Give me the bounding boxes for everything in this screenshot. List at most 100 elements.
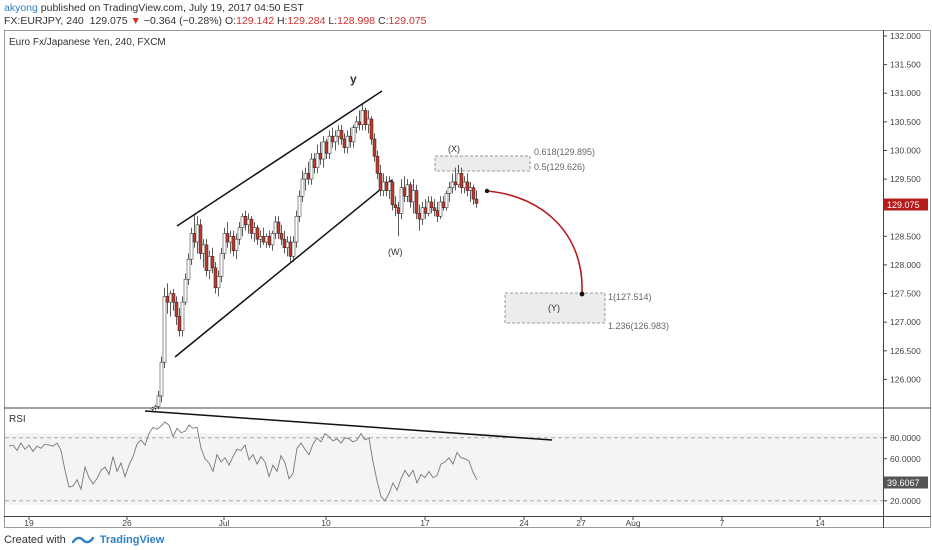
candle — [444, 190, 449, 211]
price-tick-label: 130.500 — [890, 117, 921, 127]
candle-body — [363, 110, 368, 125]
candle — [183, 273, 188, 305]
chart-title: Euro Fx/Japanese Yen, 240, FXCM — [9, 37, 166, 48]
candle — [234, 233, 239, 260]
time-tick-label: 10 — [321, 518, 331, 528]
candle-body — [402, 187, 407, 197]
candle-body — [165, 296, 170, 303]
price-tick-label: 129.500 — [890, 174, 921, 184]
candle-body — [468, 187, 473, 191]
candle-body — [168, 293, 173, 303]
fib-label-1236: 1.236(126.983) — [608, 321, 669, 331]
channel-lower-line[interactable] — [174, 179, 393, 358]
candle — [339, 124, 344, 145]
candle-body — [267, 236, 272, 246]
candle — [171, 288, 176, 311]
open-label: O: — [224, 15, 237, 27]
candle-body — [249, 218, 254, 234]
price-tick-label: 126.500 — [890, 346, 921, 356]
rsi-chart[interactable] — [8, 421, 478, 502]
candle-body — [420, 207, 425, 220]
close-value: 129.075 — [388, 15, 427, 27]
tradingview-brand[interactable]: TradingView — [99, 534, 165, 546]
channel-upper-line[interactable] — [176, 90, 383, 227]
tradingview-logo-icon[interactable] — [71, 534, 94, 546]
candle-body — [324, 141, 329, 154]
candle-body — [387, 181, 392, 191]
candle-body — [372, 138, 377, 157]
candle-body — [279, 233, 284, 240]
candle-body — [399, 187, 404, 214]
candle-body — [174, 301, 179, 317]
candle-body — [258, 236, 263, 240]
candle — [465, 173, 470, 197]
candle-body — [246, 218, 251, 226]
fib-extension-zone[interactable] — [504, 292, 606, 324]
candle-body — [396, 207, 401, 214]
candle-body — [264, 236, 269, 243]
candle — [372, 133, 377, 162]
rsi-tick-label: 20.0000 — [890, 496, 921, 506]
candle-body — [447, 187, 452, 194]
candle — [270, 230, 275, 251]
change-value: −0.364 (−0.28%) — [143, 15, 223, 27]
candle-body — [225, 233, 230, 243]
candle-body — [381, 181, 386, 191]
fib-label-1: 1(127.514) — [608, 292, 652, 302]
candle — [198, 219, 203, 260]
candle — [210, 247, 215, 274]
candle-body — [282, 238, 287, 249]
candle — [369, 116, 374, 145]
price-tick-label: 131.000 — [890, 88, 921, 98]
candle-body — [162, 296, 167, 363]
candle-body — [348, 135, 353, 143]
candle — [363, 107, 368, 131]
candle-body — [393, 204, 398, 208]
price-axis[interactable]: 126.000 126.500 127.000 127.500 128.000 128.5… — [883, 31, 921, 384]
candle-body — [303, 173, 308, 180]
candle-body — [300, 178, 305, 197]
rsi-value-tag-text: 39.6067 — [887, 478, 920, 488]
rsi-value-tag: 39.6067 — [884, 476, 928, 489]
candle-body — [339, 130, 344, 140]
candle-body — [432, 207, 437, 211]
projection-arrow[interactable] — [486, 190, 583, 293]
last-price-tag: 129.075 — [884, 198, 928, 211]
candle-body — [153, 406, 158, 409]
candle — [237, 222, 242, 245]
candle-body — [192, 233, 197, 243]
candle-body — [231, 236, 236, 251]
candle — [186, 253, 191, 285]
wave-label-y-target: (Y) — [548, 303, 560, 313]
candle-body — [171, 293, 176, 303]
candle — [315, 144, 320, 174]
candles[interactable] — [150, 104, 479, 412]
candle-body — [207, 256, 212, 271]
candle-body — [450, 181, 455, 188]
time-axis[interactable]: 19 26 Jul 10 17 24 27 Aug 7 14 — [24, 516, 825, 528]
candle-body — [180, 301, 185, 331]
candle — [414, 184, 419, 220]
candle-body — [186, 258, 191, 280]
price-tick-label: 128.500 — [890, 231, 921, 241]
fib-retracement-zone[interactable] — [434, 155, 531, 172]
candle-body — [234, 238, 239, 251]
candle — [294, 210, 299, 248]
chart-frame[interactable]: 126.000 126.500 127.000 127.500 128.000 128.5… — [4, 30, 931, 528]
time-tick-label: 14 — [815, 518, 825, 528]
candle — [432, 199, 437, 217]
candle — [180, 296, 185, 337]
candle-body — [150, 407, 155, 410]
author-name[interactable]: akyong — [4, 2, 38, 14]
candle-body — [318, 153, 323, 160]
candle-body — [222, 233, 227, 254]
candle-body — [252, 227, 257, 234]
candle-body — [255, 227, 260, 240]
wave-label-x: (X) — [448, 144, 460, 154]
arrow-end-point — [579, 291, 585, 297]
candle-body — [327, 135, 332, 154]
candle-body — [312, 158, 317, 168]
rsi-divergence-line[interactable] — [144, 410, 553, 441]
candle — [291, 236, 296, 263]
candle — [327, 130, 332, 160]
